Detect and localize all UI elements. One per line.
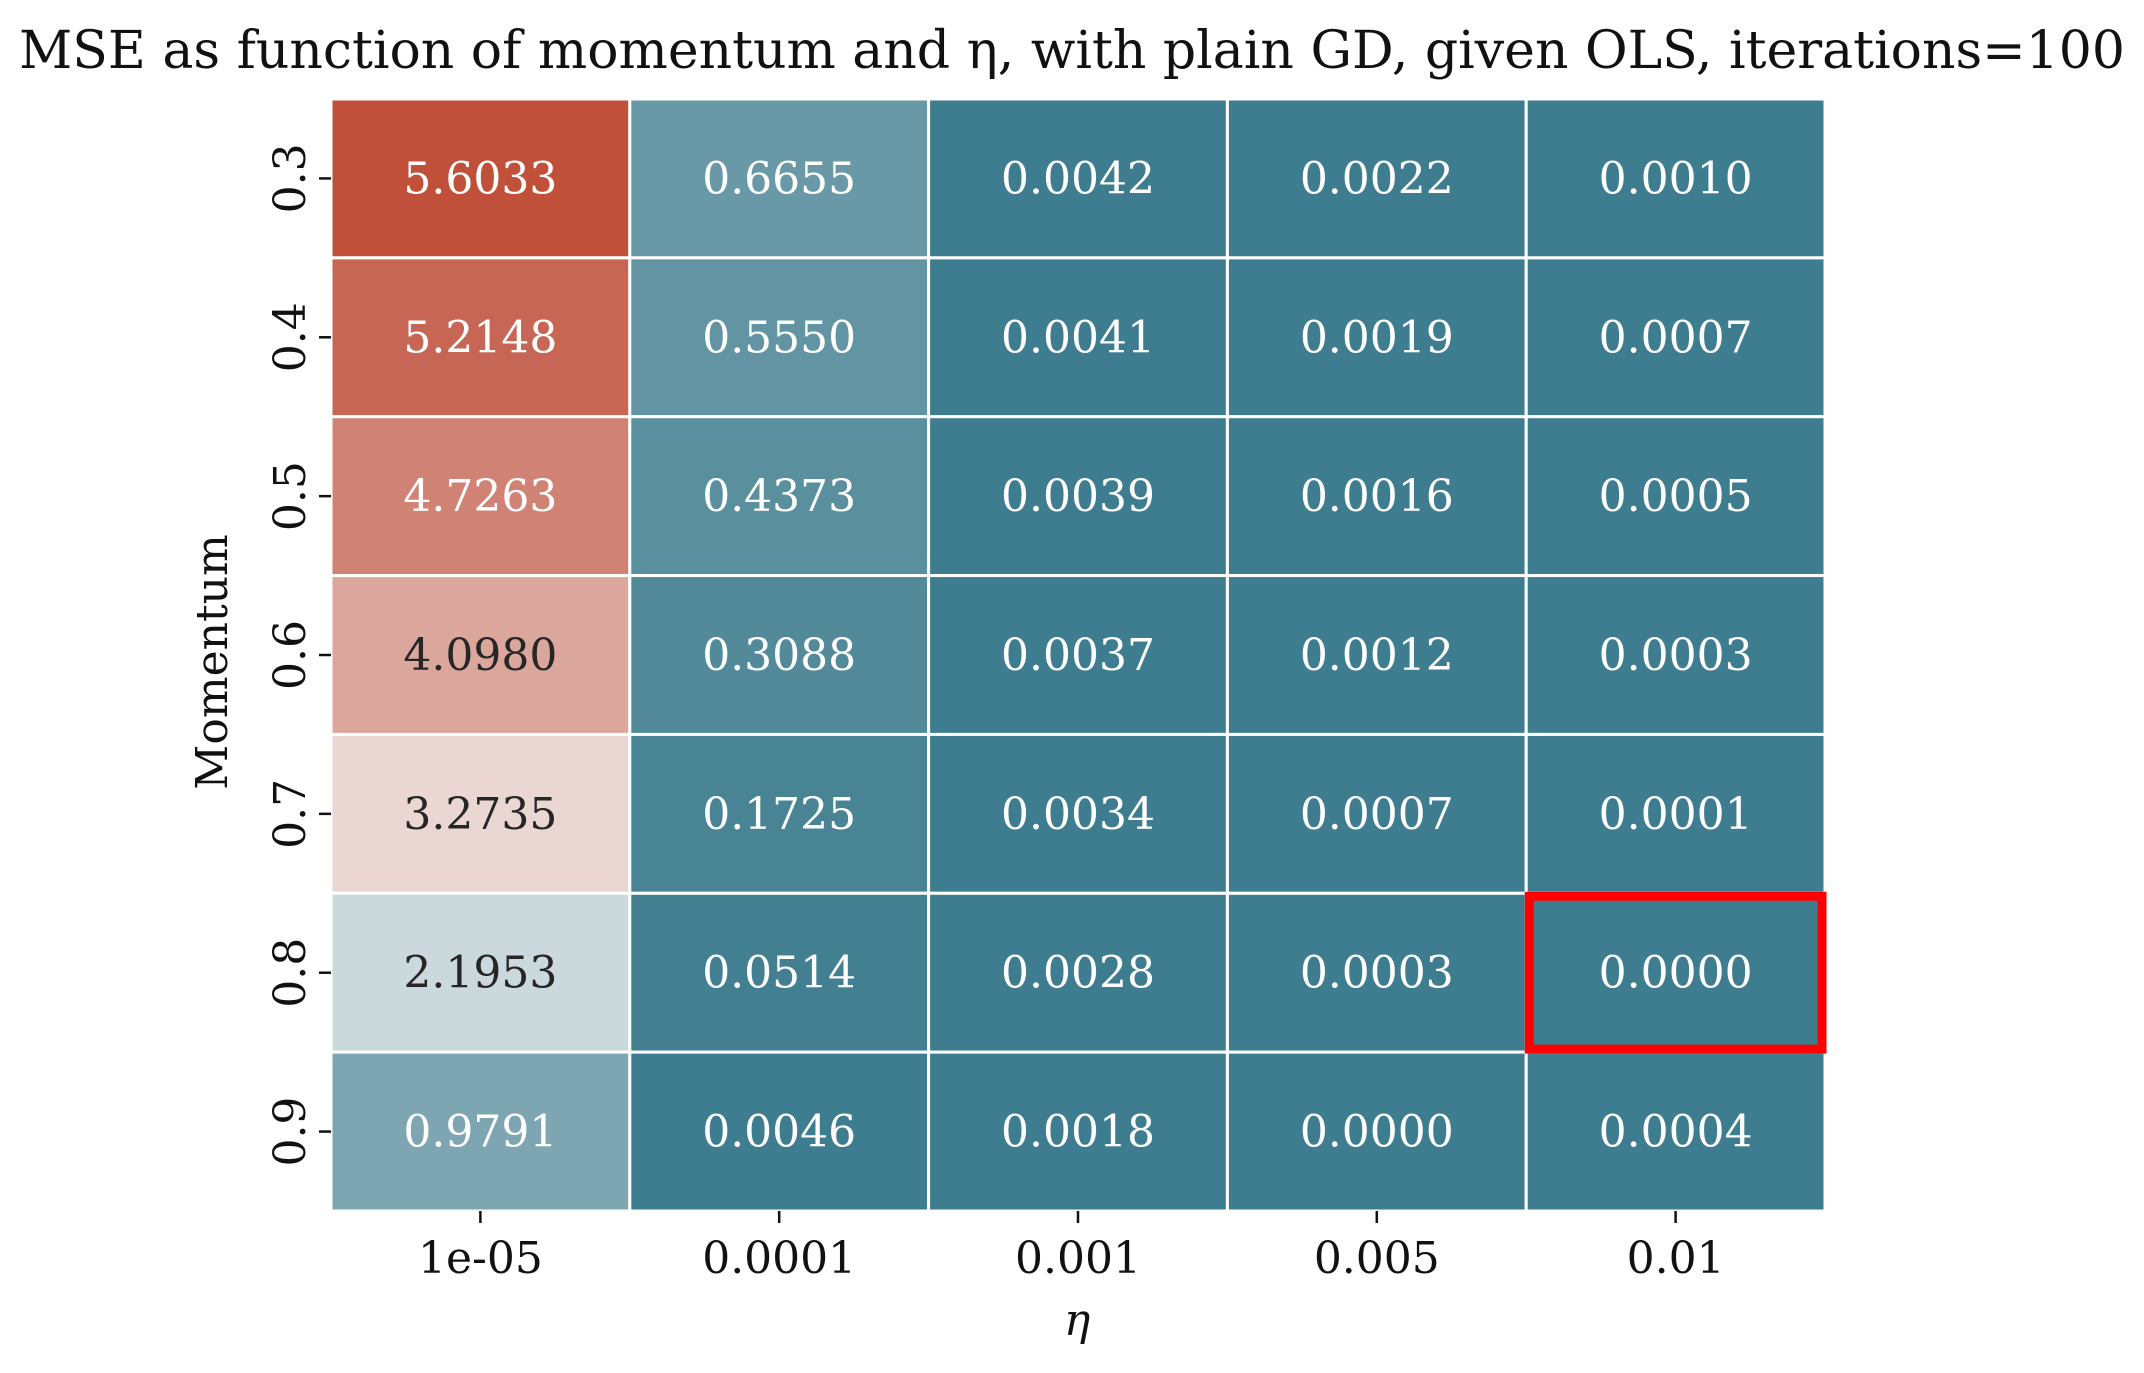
cell-value-label: 3.2735 [403, 789, 557, 840]
cell-value-label: 2.1953 [403, 948, 557, 999]
cell-value-label: 4.7263 [403, 471, 557, 522]
cell-value-label: 0.0022 [1300, 153, 1454, 204]
heatmap-cell [1225, 574, 1528, 736]
y-tick-label: 0.5 [265, 461, 316, 531]
cell-value-label: 0.3088 [702, 630, 856, 681]
heatmap-cell [628, 891, 931, 1054]
cell-value-label: 0.0514 [702, 948, 856, 999]
heatmap-cell [927, 891, 1229, 1054]
cell-value-label: 0.0003 [1300, 948, 1454, 999]
cell-value-label: 0.0019 [1300, 312, 1454, 363]
x-tick-label: 0.0001 [702, 1233, 856, 1284]
chart-title: MSE as function of momentum and η, with … [19, 21, 2125, 81]
cell-value-label: 5.6033 [403, 153, 557, 204]
heatmap-cell [329, 732, 632, 895]
cell-value-label: 0.0028 [1001, 948, 1155, 999]
cell-value-label: 0.0010 [1599, 153, 1753, 204]
x-tick-label: 0.01 [1627, 1233, 1725, 1284]
cell-value-label: 0.1725 [702, 789, 856, 840]
cell-value-label: 0.0000 [1599, 948, 1753, 999]
cell-value-label: 0.0018 [1001, 1107, 1155, 1158]
y-axis: 0.3 0.4 0.5 0.6 0.7 0.8 0.9 [265, 143, 331, 1167]
heatmap-cell [329, 97, 632, 260]
cell-value-label: 0.0001 [1599, 789, 1753, 840]
y-tick-label: 0.4 [265, 302, 316, 372]
cell-value-label: 4.0980 [403, 630, 557, 681]
heatmap-cell [628, 732, 931, 895]
heatmap-cell [1225, 415, 1528, 578]
highlight-layer [1524, 891, 1827, 1054]
cell-value-label: 0.0007 [1599, 312, 1753, 363]
y-tick-label: 0.8 [265, 938, 316, 1008]
heatmap-cell [628, 415, 931, 578]
cell-value-label: 0.0039 [1001, 471, 1155, 522]
heatmap-cell [1225, 97, 1528, 260]
value-labels-layer: 5.6033 0.6655 0.0042 0.0022 0.0010 5.2148 0.55… [403, 153, 1752, 1157]
heatmap-cell [628, 97, 931, 260]
heatmap-cell [1524, 256, 1827, 419]
y-tick-label: 0.7 [265, 779, 316, 849]
heatmap-cell [1524, 574, 1827, 736]
cell-value-label: 0.0016 [1300, 471, 1454, 522]
y-tick-label: 0.3 [265, 143, 316, 213]
heatmap-cell [927, 732, 1229, 895]
cell-value-label: 0.6655 [702, 153, 856, 204]
x-axis-label: η [1064, 1295, 1090, 1346]
y-tick-label: 0.6 [265, 620, 316, 690]
cell-value-label: 0.0012 [1300, 630, 1454, 681]
cell-value-label: 0.0004 [1599, 1107, 1753, 1158]
cell-value-label: 0.0007 [1300, 789, 1454, 840]
heatmap-cell [1524, 1050, 1827, 1213]
cell-value-label: 0.0003 [1599, 630, 1753, 681]
heatmap-cell [1225, 891, 1528, 1054]
cell-value-label: 5.2148 [403, 312, 557, 363]
y-tick-label: 0.9 [265, 1097, 316, 1167]
cell-value-label: 0.0037 [1001, 630, 1155, 681]
cell-value-label: 0.4373 [702, 471, 856, 522]
heatmap-cell [1524, 415, 1827, 578]
cells-layer [329, 97, 1827, 1213]
x-axis: 1e-05 0.0001 0.001 0.005 0.01 [418, 1211, 1725, 1284]
heatmap-cell [329, 256, 632, 419]
x-tick-label: 1e-05 [418, 1233, 543, 1284]
heatmap-cell [927, 574, 1229, 736]
cell-value-label: 0.5550 [702, 312, 856, 363]
heatmap-cell [927, 256, 1229, 419]
y-axis-label: Momentum [187, 534, 238, 789]
x-tick-label: 0.001 [1015, 1233, 1141, 1284]
cell-value-label: 0.0034 [1001, 789, 1155, 840]
heatmap-cell [628, 574, 931, 736]
cell-value-label: 0.0005 [1599, 471, 1753, 522]
highlight-box [1524, 891, 1827, 1054]
cell-value-label: 0.0046 [702, 1107, 856, 1158]
heatmap-cell [927, 97, 1229, 260]
cell-value-label: 0.0042 [1001, 153, 1155, 204]
heatmap-cell [1524, 732, 1827, 895]
cell-value-label: 0.0000 [1300, 1107, 1454, 1158]
cell-value-label: 0.9791 [403, 1107, 557, 1158]
cell-value-label: 0.0041 [1001, 312, 1155, 363]
heatmap-cell [329, 1050, 632, 1213]
x-tick-label: 0.005 [1314, 1233, 1440, 1284]
